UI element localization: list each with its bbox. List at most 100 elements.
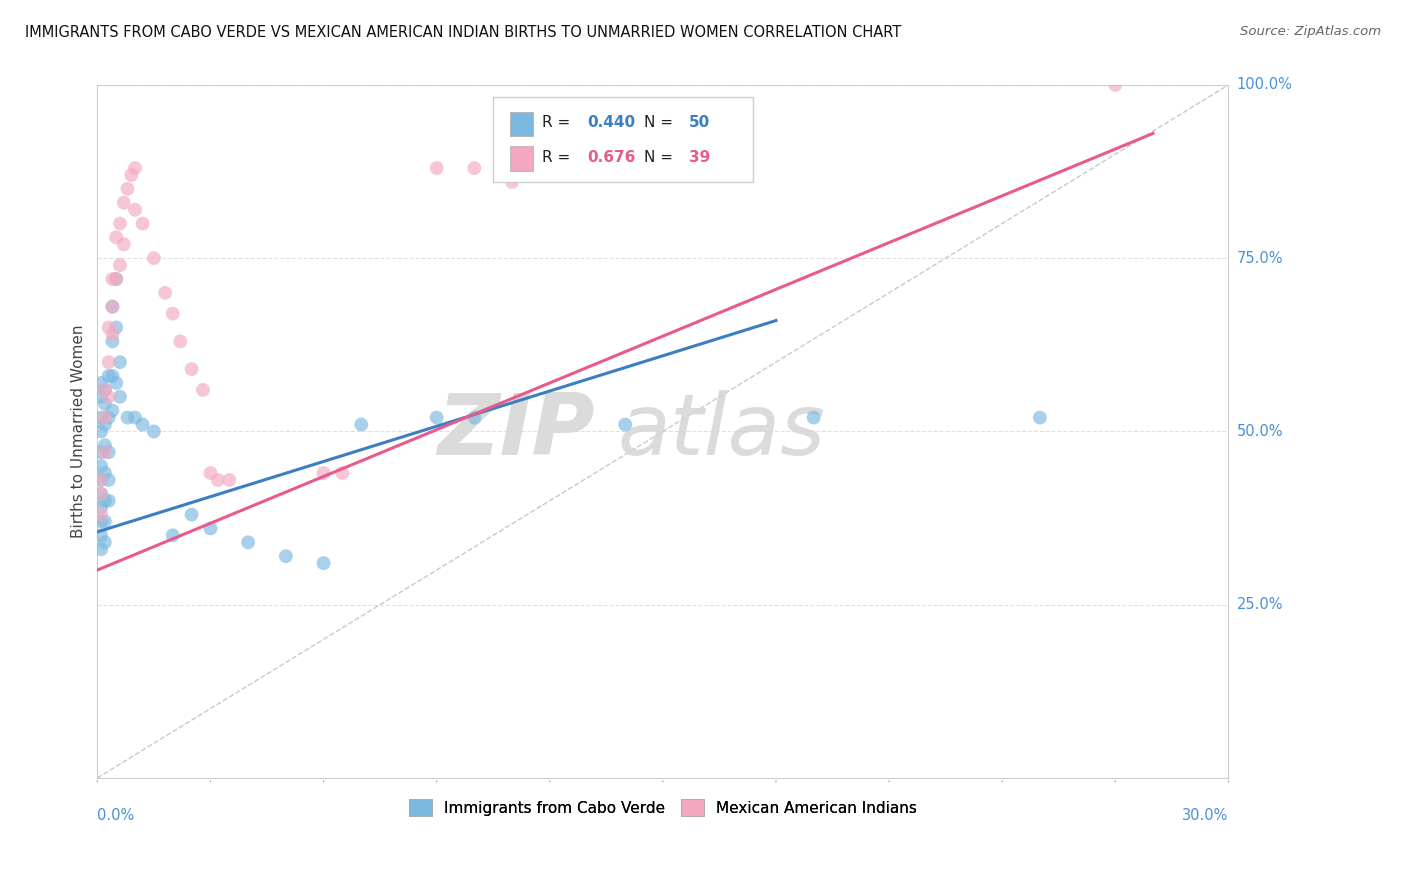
Point bbox=[97, 493, 120, 508]
Point bbox=[108, 217, 131, 231]
Point bbox=[101, 334, 124, 349]
Point bbox=[90, 500, 112, 515]
Point bbox=[614, 417, 637, 432]
Point bbox=[101, 403, 124, 417]
Point bbox=[97, 390, 120, 404]
Point bbox=[200, 521, 222, 535]
Point bbox=[162, 528, 184, 542]
FancyBboxPatch shape bbox=[494, 97, 754, 182]
Point bbox=[131, 217, 153, 231]
Point bbox=[142, 425, 165, 439]
Point bbox=[312, 556, 335, 570]
Point bbox=[101, 300, 124, 314]
Text: R =: R = bbox=[541, 115, 575, 130]
Point bbox=[332, 466, 354, 480]
Text: atlas: atlas bbox=[617, 390, 825, 473]
Point bbox=[90, 445, 112, 459]
Point bbox=[180, 508, 202, 522]
Point bbox=[90, 515, 112, 529]
Point bbox=[312, 466, 335, 480]
Text: 50: 50 bbox=[689, 115, 710, 130]
Point bbox=[1104, 78, 1126, 92]
Point bbox=[101, 300, 124, 314]
Text: R =: R = bbox=[541, 150, 575, 165]
Point bbox=[94, 445, 117, 459]
Point bbox=[162, 307, 184, 321]
Point bbox=[155, 285, 177, 300]
Point bbox=[108, 390, 131, 404]
Point bbox=[97, 355, 120, 369]
Point bbox=[180, 362, 202, 376]
Point bbox=[105, 320, 128, 334]
Point bbox=[90, 390, 112, 404]
Point bbox=[142, 251, 165, 265]
Point bbox=[90, 459, 112, 474]
Point bbox=[90, 376, 112, 390]
Point bbox=[501, 175, 523, 189]
Point bbox=[105, 376, 128, 390]
Point bbox=[90, 487, 112, 501]
FancyBboxPatch shape bbox=[510, 146, 533, 170]
Point bbox=[218, 473, 240, 487]
Point bbox=[108, 258, 131, 272]
Point bbox=[236, 535, 259, 549]
Legend: Immigrants from Cabo Verde, Mexican American Indians: Immigrants from Cabo Verde, Mexican Amer… bbox=[404, 793, 922, 822]
Point bbox=[112, 195, 135, 210]
Point bbox=[90, 473, 112, 487]
Text: N =: N = bbox=[644, 150, 678, 165]
Point bbox=[97, 410, 120, 425]
Point bbox=[112, 237, 135, 252]
Point bbox=[94, 493, 117, 508]
Point bbox=[94, 397, 117, 411]
Point bbox=[94, 383, 117, 397]
Text: 39: 39 bbox=[689, 150, 710, 165]
Text: N =: N = bbox=[644, 115, 678, 130]
Point bbox=[94, 515, 117, 529]
Point bbox=[101, 327, 124, 342]
Point bbox=[90, 528, 112, 542]
Point bbox=[94, 535, 117, 549]
Point bbox=[90, 508, 112, 522]
Y-axis label: Births to Unmarried Women: Births to Unmarried Women bbox=[72, 325, 86, 538]
Point bbox=[426, 410, 449, 425]
Text: IMMIGRANTS FROM CABO VERDE VS MEXICAN AMERICAN INDIAN BIRTHS TO UNMARRIED WOMEN : IMMIGRANTS FROM CABO VERDE VS MEXICAN AM… bbox=[25, 25, 901, 40]
Point bbox=[538, 147, 561, 161]
Text: 25.0%: 25.0% bbox=[1237, 597, 1284, 612]
Point bbox=[463, 410, 485, 425]
Point bbox=[105, 230, 128, 244]
Point bbox=[350, 417, 373, 432]
Text: 75.0%: 75.0% bbox=[1237, 251, 1284, 266]
Text: 0.0%: 0.0% bbox=[97, 808, 135, 823]
Point bbox=[191, 383, 214, 397]
Point bbox=[124, 202, 146, 217]
Point bbox=[97, 473, 120, 487]
Point bbox=[169, 334, 191, 349]
Text: 50.0%: 50.0% bbox=[1237, 424, 1284, 439]
Point bbox=[124, 161, 146, 175]
Point bbox=[94, 417, 117, 432]
Point bbox=[101, 272, 124, 286]
Point bbox=[90, 410, 112, 425]
Text: Source: ZipAtlas.com: Source: ZipAtlas.com bbox=[1240, 25, 1381, 38]
Point bbox=[97, 445, 120, 459]
Point bbox=[124, 410, 146, 425]
Text: ZIP: ZIP bbox=[437, 390, 595, 473]
Point bbox=[803, 410, 825, 425]
Point bbox=[90, 487, 112, 501]
Point bbox=[1029, 410, 1052, 425]
Point bbox=[97, 320, 120, 334]
Point bbox=[90, 425, 112, 439]
Point bbox=[90, 473, 112, 487]
FancyBboxPatch shape bbox=[510, 112, 533, 136]
Point bbox=[463, 161, 485, 175]
Point bbox=[120, 168, 142, 182]
Text: 30.0%: 30.0% bbox=[1182, 808, 1229, 823]
Point bbox=[94, 466, 117, 480]
Point bbox=[200, 466, 222, 480]
Point bbox=[131, 417, 153, 432]
Point bbox=[90, 542, 112, 557]
Point bbox=[207, 473, 229, 487]
Point bbox=[94, 410, 117, 425]
Point bbox=[94, 438, 117, 452]
Point bbox=[117, 182, 139, 196]
